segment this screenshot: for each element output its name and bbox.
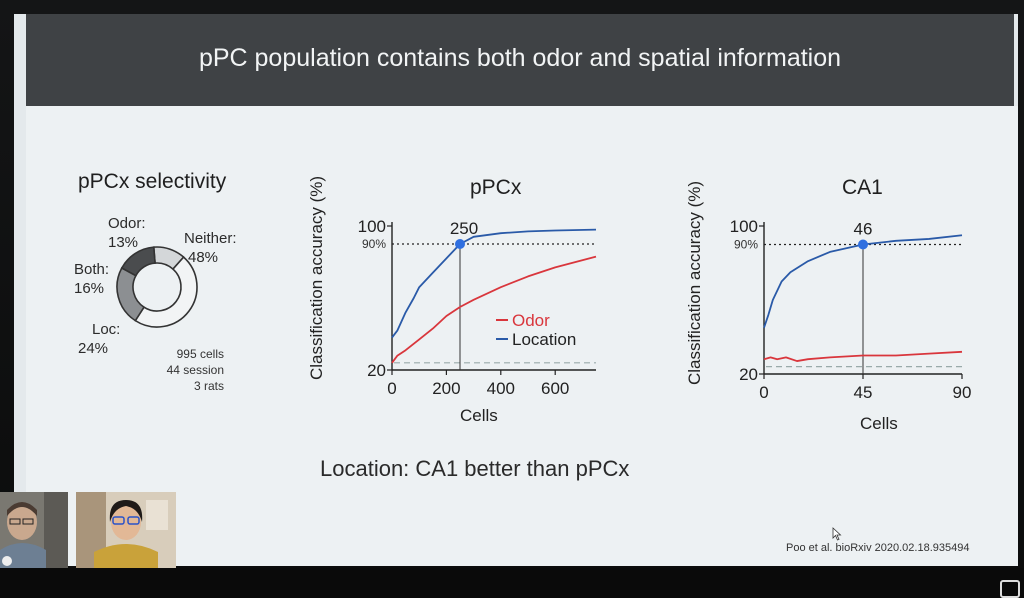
x-tick-label: 45 [854, 383, 873, 402]
x-tick-label: 90 [953, 383, 972, 402]
y-tick-label: 20 [739, 365, 758, 384]
series-location [763, 234, 963, 329]
footnote-rats: 3 rats [193, 379, 224, 393]
ppcx-chart-title: pPCx [470, 176, 522, 199]
crossing-point [455, 239, 465, 249]
legend-label-location: Location [512, 330, 576, 349]
slide-conclusion: Location: CA1 better than pPCx [320, 456, 630, 481]
ca1-xlabel: Cells [860, 414, 898, 433]
selectivity-footnote: 995 cells 44 session 3 rats [150, 346, 224, 394]
slide-title: pPC population contains both odor and sp… [198, 44, 842, 72]
loc-label: Loc: 24% [78, 320, 121, 358]
ca1-chart-title: CA1 [842, 176, 883, 199]
video-tile-participant-2[interactable] [76, 492, 176, 570]
ppcx-ylabel: Classification accuracy (%) [307, 176, 327, 380]
ppcx-xlabel: Cells [460, 406, 498, 425]
x-tick-label: 400 [487, 379, 515, 398]
x-tick-label: 600 [541, 379, 569, 398]
both-pct: 16% [74, 280, 105, 297]
y-tick-label: 100 [730, 217, 758, 236]
volume-icon[interactable] [2, 556, 12, 566]
ca1-chart: 0 45 90 20 100 90% 46 [730, 217, 972, 402]
x-tick-label: 0 [387, 379, 396, 398]
corner-icon [1000, 580, 1020, 598]
series-location [391, 228, 597, 339]
both-name: Both: [74, 261, 110, 278]
y-tick-label: 100 [358, 217, 386, 236]
footnote-sessions: 44 session [166, 363, 224, 377]
odor-pct: 13% [108, 234, 139, 251]
participant-2-image [76, 492, 176, 570]
ca1-ylabel: Classification accuracy (%) [685, 181, 705, 385]
crossing-label: 46 [854, 220, 873, 239]
donut-segment-both [120, 246, 156, 277]
citation: Poo et al. bioRxiv 2020.02.18.935494 [786, 542, 970, 554]
threshold-label: 90% [362, 237, 386, 251]
selectivity-title: pPCx selectivity [78, 170, 227, 193]
loc-pct: 24% [78, 340, 109, 357]
ppcx-ylabel-text: Classification accuracy (%) [307, 175, 326, 380]
threshold-label: 90% [734, 238, 758, 252]
selectivity-donut [116, 246, 198, 328]
series-odor [391, 255, 597, 364]
neither-pct: 48% [188, 249, 219, 266]
ca1-ylabel-text: Classification accuracy (%) [685, 180, 704, 385]
x-tick-label: 0 [759, 383, 768, 402]
crossing-label: 250 [450, 219, 478, 238]
x-tick-label: 200 [432, 379, 460, 398]
neither-label: Neither: 48% [184, 229, 237, 267]
odor-label: Odor: 13% [108, 214, 146, 252]
series-odor [763, 350, 963, 362]
odor-name: Odor: [108, 215, 146, 232]
both-label: Both: 16% [74, 260, 109, 298]
footnote-cells: 995 cells [176, 347, 224, 361]
donut-segment-loc [116, 266, 146, 322]
slide-body [26, 106, 1018, 566]
mouse-cursor-icon [832, 527, 842, 541]
neither-name: Neither: [184, 230, 237, 247]
loc-name: Loc: [92, 321, 121, 338]
monitor-bottom-edge [0, 568, 1024, 598]
participant-1-image [0, 492, 68, 570]
video-tile-participant-1[interactable] [0, 492, 68, 570]
donut-segment-neither [134, 256, 198, 328]
legend-label-odor: Odor [512, 311, 550, 330]
crossing-point [858, 239, 868, 250]
slide-title-bar [26, 14, 1014, 106]
y-tick-label: 20 [367, 361, 386, 380]
